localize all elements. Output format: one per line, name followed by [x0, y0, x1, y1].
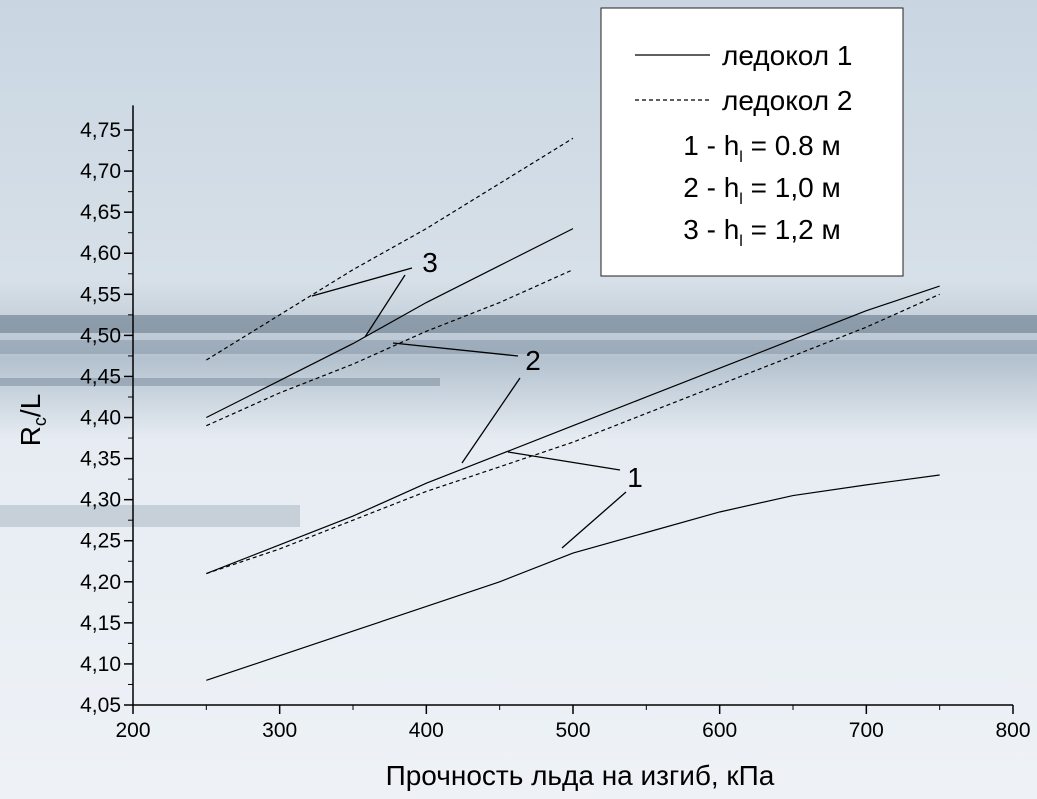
- y-tick-label: 4,60: [80, 242, 121, 265]
- background-band: [0, 378, 440, 386]
- annotation-leader: [461, 377, 521, 464]
- y-tick-label: 4,35: [80, 448, 121, 471]
- series-line: [206, 269, 574, 427]
- note-prefix: 3 - h: [683, 214, 739, 245]
- annotation-leader: [507, 451, 621, 471]
- series-line: [206, 293, 940, 575]
- legend-note: 1 - hl = 0.8 м: [683, 130, 840, 166]
- y-tick-label: 4,50: [80, 324, 121, 347]
- x-tick-label: 200: [115, 719, 150, 742]
- y-label-sub: c: [30, 417, 50, 426]
- note-prefix: 1 - h: [683, 130, 739, 161]
- y-tick-label: 4,25: [80, 530, 121, 553]
- legend-label: ледокол 2: [722, 85, 852, 116]
- annotation: 2: [525, 345, 541, 376]
- annotation: 3: [422, 247, 438, 278]
- annotation-leader: [392, 342, 519, 357]
- plot: 4,05 4,10 4,15 4,20 4,25 4,30 4,35 4,40 4,45 4,50…: [80, 105, 1031, 742]
- legend-note: 3 - hl = 1,2 м: [683, 214, 840, 250]
- y-tick-label: 4,20: [80, 571, 121, 594]
- series-line: [206, 285, 940, 575]
- y-tick-label: 4,45: [80, 365, 121, 388]
- y-tick-label: 4,05: [80, 694, 121, 717]
- x-axis-label: Прочность льда на изгиб, кПа: [386, 760, 775, 791]
- note-prefix: 2 - h: [683, 172, 739, 203]
- y-tick-label: 4,65: [80, 201, 121, 224]
- y-label-rest: /L: [15, 394, 46, 417]
- background-band: [0, 315, 1037, 333]
- note-sub: l: [739, 149, 743, 166]
- legend-box: [600, 7, 904, 277]
- y-tick-label: 4,70: [80, 160, 121, 183]
- annotation-leader: [364, 274, 406, 338]
- x-tick-label: 800: [995, 719, 1030, 742]
- background-band: [0, 505, 300, 527]
- y-tick-label: 4,10: [80, 653, 121, 676]
- y-axis-label: Rc/L: [15, 394, 50, 447]
- series-line: [206, 137, 574, 361]
- note-suffix: = 1,0 м: [743, 172, 841, 203]
- x-tick-label: 300: [262, 719, 297, 742]
- annotation-leader: [561, 491, 627, 549]
- legend-label: ледокол 1: [722, 40, 852, 71]
- legend-note: 2 - hl = 1,0 м: [683, 172, 840, 208]
- note-suffix: = 0.8 м: [743, 130, 841, 161]
- note-suffix: = 1,2 м: [743, 214, 841, 245]
- y-tick-label: 4,75: [80, 119, 121, 142]
- series-line: [206, 228, 574, 419]
- y-tick-label: 4,15: [80, 612, 121, 635]
- y-tick-label: 4,30: [80, 489, 121, 512]
- note-sub: l: [739, 233, 743, 250]
- x-tick-label: 500: [555, 719, 590, 742]
- annotation-leader: [311, 267, 413, 297]
- series-line: [206, 474, 940, 681]
- y-tick-label: 4,55: [80, 283, 121, 306]
- y-label-main: R: [15, 426, 46, 446]
- background-band: [0, 340, 1037, 354]
- x-tick-label: 700: [849, 719, 884, 742]
- y-tick-label: 4,40: [80, 407, 121, 430]
- annotation: 1: [627, 462, 643, 493]
- x-tick-label: 600: [702, 719, 737, 742]
- note-sub: l: [739, 191, 743, 208]
- x-tick-label: 400: [409, 719, 444, 742]
